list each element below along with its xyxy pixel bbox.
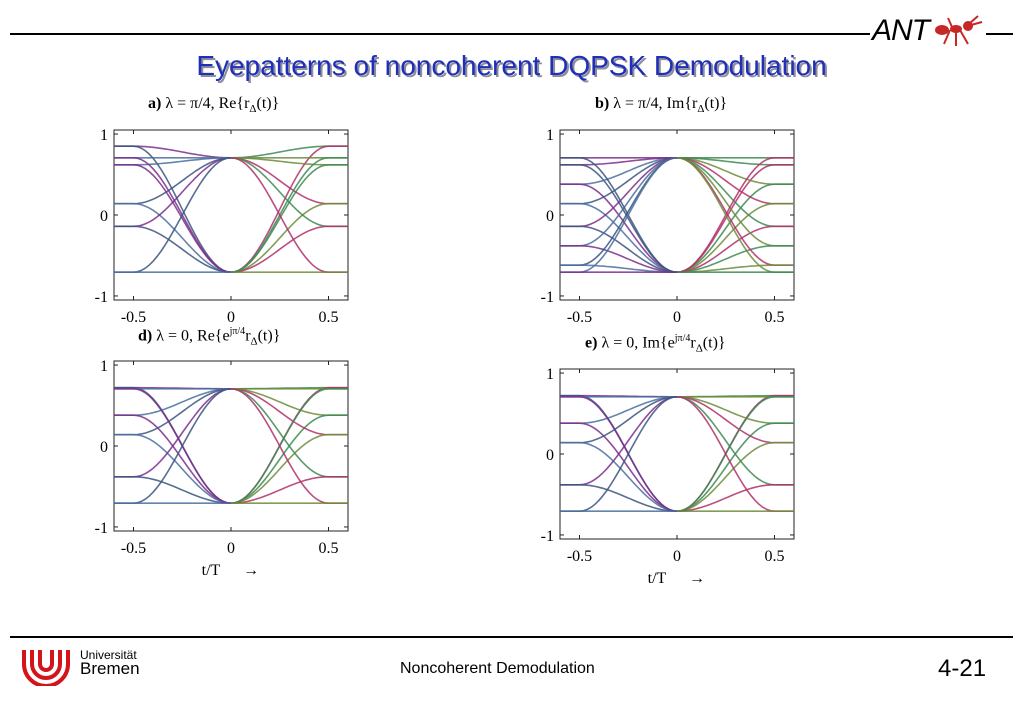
page-number: 4-21 [938,655,987,682]
plot-a-frame [113,129,349,301]
plot-a-trace [114,202,232,273]
plot-a-xtick-label: 0.5 [319,309,339,326]
plot-b-xtick-label: 0.5 [765,309,785,326]
plot-b-xtick-label: 0 [673,309,681,326]
university-name-line2: Bremen [80,659,140,678]
plot-e-xtick-label: -0.5 [567,548,592,565]
plot-d-trace [114,433,232,504]
plot-d-ytick-label: 0 [100,439,108,456]
plot-e-trace [676,395,794,512]
plot-e-xtick-label: 0 [673,548,681,565]
plot-b-traces [560,157,794,274]
plot-d: -0.5 0 0.5 -1 0 1 t/T → [95,358,349,579]
footer-rule [10,636,1013,638]
plot-e-trace [560,395,678,512]
page-title: Eyepatterns of noncoherent DQPSK Demodul… [196,50,827,81]
plot-e-trace [560,483,678,512]
plot-b: -0.5 0 0.5 -1 0 1 [541,127,795,326]
university-name-line1: Universität [80,648,137,662]
plot-b-ytick-label: 1 [546,127,554,144]
plot-d-trace [114,475,232,504]
plot-e-trace [676,441,794,512]
plot-a-xtick-label: 0 [227,309,235,326]
plot-e-xtick-label: 0.5 [765,548,785,565]
plot-a-title: a) λ = π/4, Re{rΔ(t)} [148,95,280,116]
header-rule-left [10,33,870,35]
plot-e-ytick-label: 0 [546,447,554,464]
plot-a-trace [230,202,348,273]
plot-b-title: b) λ = π/4, Im{rΔ(t)} [595,95,728,116]
plot-e-title: e) λ = 0, Im{ejπ/4rΔ(t)} [585,333,726,355]
plot-a-xtick-label: -0.5 [121,309,146,326]
plot-a-ytick-label: -1 [95,289,108,306]
plot-d-trace [230,475,348,504]
plot-b-trace [676,245,794,273]
plot-a-ytick-label: 0 [100,208,108,225]
plot-e-xlabel-arrow: → [689,570,705,587]
plot-e-ytick-label: 1 [546,366,554,383]
plot-b-trace [560,245,678,273]
plot-d-xtick-label: -0.5 [121,540,146,557]
plot-d-xlabel-arrow: → [243,562,259,579]
ant-logo: ANT [872,14,984,52]
university-logo-icon [22,650,70,686]
plot-a-trace [230,225,348,273]
header-rule-right [986,33,1013,35]
plot-d-trace [230,433,348,504]
ant-logo-text: ANT [872,14,930,47]
plot-e-traces [560,394,794,513]
plot-d-ytick-label: 1 [100,358,108,375]
plot-b-ytick-label: 0 [546,208,554,225]
plot-a-ytick-label: 1 [100,127,108,144]
plot-d-title: d) λ = 0, Re{ejπ/4rΔ(t)} [138,326,281,348]
ant-icon [935,15,983,46]
plot-e-trace [676,483,794,512]
plot-a-trace [230,157,348,273]
plot-d-traces [114,386,348,505]
plot-e-xlabel: t/T [648,570,667,587]
plot-b-ytick-label: -1 [541,289,554,306]
plot-a-traces [114,145,348,274]
plot-b-trace [560,157,678,273]
plot-b-xtick-label: -0.5 [567,309,592,326]
plot-d-trace [230,387,348,504]
plot-d-xtick-label: 0 [227,540,235,557]
plot-a-trace [114,225,232,273]
plot-b-trace [676,157,794,273]
plot-b-trace [560,225,678,273]
plot-d-xtick-label: 0.5 [319,540,339,557]
plot-d-trace [114,387,232,504]
plot-d-frame [113,360,349,532]
footer-topic: Noncoherent Demodulation [400,660,595,677]
plot-b-trace [676,225,794,273]
plot-a: -0.5 0 0.5 -1 0 1 [95,127,349,326]
plot-e: -0.5 0 0.5 -1 0 1 t/T → [541,366,795,587]
plot-d-xlabel: t/T [202,562,221,579]
plot-a-trace [114,157,232,273]
plot-d-ytick-label: -1 [95,520,108,537]
plot-e-ytick-label: -1 [541,528,554,545]
plot-b-frame [559,129,795,301]
eye-diagram-plots: -0.5 0 0.5 -1 0 1 -0.5 0 0.5 -1 0 1 -0.5 0 0.5 -1 0 1 t/T →… [95,127,795,587]
plot-e-frame [559,368,795,540]
plot-e-trace [560,441,678,512]
